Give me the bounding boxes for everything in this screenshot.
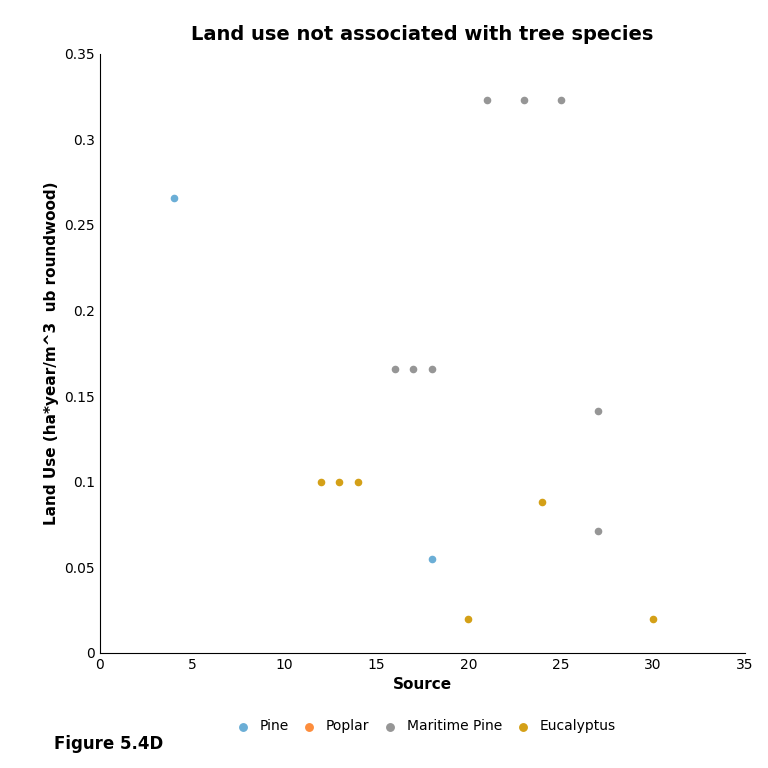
Eucalyptus (536, 496, 548, 508)
Maritime Pine (591, 525, 604, 538)
Eucalyptus (333, 475, 346, 488)
Eucalyptus (315, 475, 327, 488)
Pine (167, 191, 180, 204)
Y-axis label: Land Use (ha*year/m^3  ub roundwood): Land Use (ha*year/m^3 ub roundwood) (44, 181, 58, 525)
Eucalyptus (647, 612, 659, 624)
Title: Land use not associated with tree species: Land use not associated with tree specie… (191, 25, 654, 44)
Maritime Pine (554, 94, 567, 106)
Maritime Pine (407, 362, 419, 375)
Eucalyptus (352, 475, 364, 488)
Maritime Pine (425, 362, 438, 375)
Legend: Pine, Poplar, Maritime Pine, Eucalyptus: Pine, Poplar, Maritime Pine, Eucalyptus (223, 713, 621, 739)
Eucalyptus (462, 612, 475, 624)
Maritime Pine (389, 362, 401, 375)
Maritime Pine (591, 406, 604, 418)
Pine (425, 552, 438, 564)
Maritime Pine (518, 94, 530, 106)
Maritime Pine (481, 94, 493, 106)
X-axis label: Source: Source (393, 677, 452, 692)
Text: Figure 5.4D: Figure 5.4D (54, 735, 163, 753)
